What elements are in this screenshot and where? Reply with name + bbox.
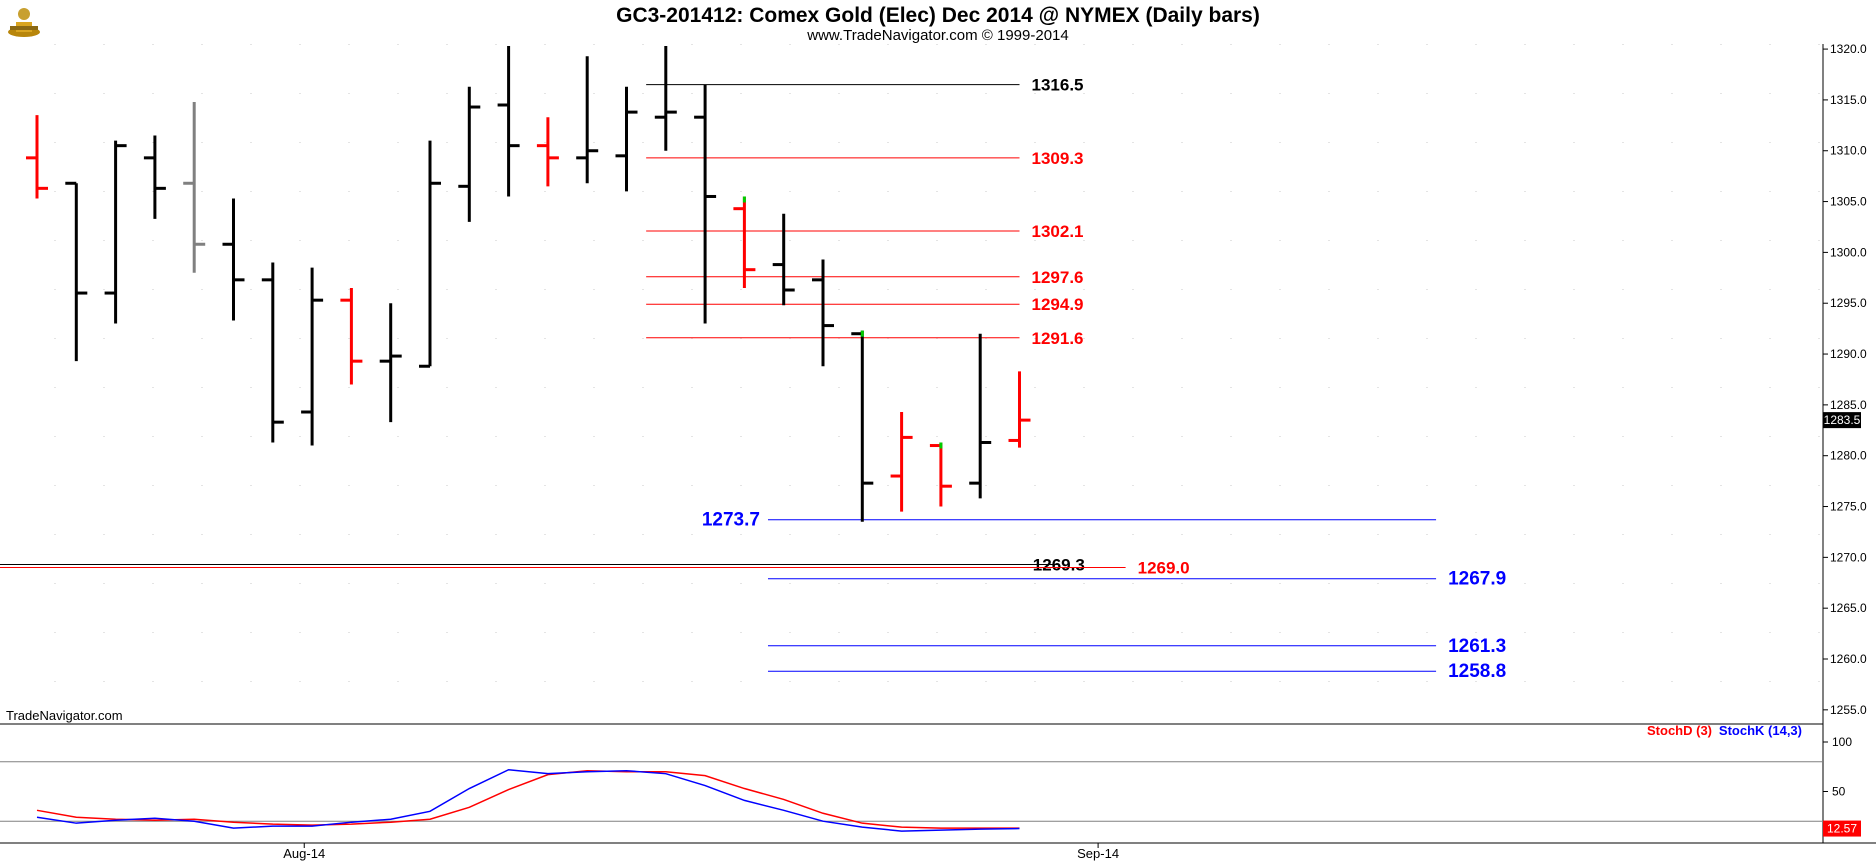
ohlc-bar xyxy=(458,86,481,222)
level-label: 1294.9 xyxy=(1032,295,1084,314)
level-label: 1297.6 xyxy=(1032,268,1084,287)
level-label: 1302.1 xyxy=(1032,222,1084,241)
ohlc-bar xyxy=(497,46,520,197)
ohlc-bar xyxy=(222,198,245,321)
chart-subtitle: www.TradeNavigator.com © 1999-2014 xyxy=(806,27,1068,44)
ohlc-bar xyxy=(143,135,166,219)
ohlc-bar xyxy=(969,333,992,499)
watermark: TradeNavigator.com xyxy=(6,708,123,723)
ohlc-bar xyxy=(772,213,795,306)
y-tick-label: 1260.0 xyxy=(1830,652,1867,666)
chart-title: GC3-201412: Comex Gold (Elec) Dec 2014 @… xyxy=(616,4,1260,27)
x-tick-label: Sep-14 xyxy=(1077,846,1119,861)
y-tick-label: 1290.0 xyxy=(1830,347,1867,361)
ohlc-bar xyxy=(379,303,402,423)
y-tick-label: 1270.0 xyxy=(1830,550,1867,564)
level-label: 1269.0 xyxy=(1138,559,1190,578)
ohlc-bar xyxy=(929,442,952,507)
stoch-last-tag: 12.57 xyxy=(1823,820,1861,837)
legend-stochd: StochD (3) xyxy=(1647,723,1712,738)
ohlc-bar xyxy=(812,259,834,367)
level-label: 1291.6 xyxy=(1032,329,1084,348)
ohlc-bar xyxy=(694,84,717,324)
last-price-label: 1283.5 xyxy=(1824,413,1861,427)
stoch-y-tick-label: 50 xyxy=(1832,785,1846,799)
ohlc-bar xyxy=(576,56,599,184)
ohlc-bar xyxy=(26,115,48,199)
ohlc-bar xyxy=(301,267,324,446)
y-tick-label: 1280.0 xyxy=(1830,449,1867,463)
ohlc-bar xyxy=(851,330,874,522)
ohlc-bar xyxy=(183,101,206,273)
y-tick-label: 1305.0 xyxy=(1830,195,1867,209)
last-price-tag: 1283.5 xyxy=(1823,412,1861,429)
ohlc-bar xyxy=(65,181,88,362)
ohlc-bar xyxy=(104,140,127,324)
y-tick-label: 1315.0 xyxy=(1830,93,1867,107)
y-tick-label: 1300.0 xyxy=(1830,245,1867,259)
ohlc-bar xyxy=(340,287,363,385)
ohlc-bar xyxy=(261,262,284,443)
ohlc-bar xyxy=(419,140,441,368)
x-axis-labels: Aug-14 Sep-14 xyxy=(283,843,1119,861)
level-label: 1267.9 xyxy=(1448,569,1506,590)
stoch-last-label: 12.57 xyxy=(1827,822,1857,836)
y-tick-label: 1255.0 xyxy=(1830,703,1867,717)
y-tick-label: 1320.0 xyxy=(1830,42,1867,56)
level-label: 1258.8 xyxy=(1448,661,1506,682)
trader-figure-logo-icon xyxy=(8,8,40,37)
ohlc-bar xyxy=(890,411,913,512)
y-tick-label: 1275.0 xyxy=(1830,500,1867,514)
stoch-series-line xyxy=(36,768,1020,832)
y-tick-label: 1310.0 xyxy=(1830,144,1867,158)
ohlc-bar xyxy=(536,117,559,187)
y-tick-label: 1265.0 xyxy=(1830,601,1867,615)
ohlc-bar xyxy=(615,86,638,192)
y-tick-label: 1295.0 xyxy=(1830,296,1867,310)
ohlc-bar xyxy=(733,196,756,288)
x-tick-label: Aug-14 xyxy=(283,846,325,861)
level-label: 1261.3 xyxy=(1448,636,1506,657)
level-label: 1316.5 xyxy=(1032,76,1084,95)
level-label: 1309.3 xyxy=(1032,149,1084,168)
ohlc-bar xyxy=(1008,371,1031,448)
ohlc-bar xyxy=(654,46,677,151)
legend-stochk: StochK (14,3) xyxy=(1719,723,1802,738)
level-label: 1269.3 xyxy=(1033,555,1085,574)
stoch-y-tick-label: 100 xyxy=(1832,735,1852,749)
level-label: 1273.7 xyxy=(702,510,760,531)
price-levels: 1316.5 1309.3 1302.1 1297.6 1294.9 1291.6 1273… xyxy=(0,76,1506,682)
stoch-series-line xyxy=(36,769,1020,829)
y-tick-label: 1285.0 xyxy=(1830,398,1867,412)
y-axis-ticks: 1255.0 1260.0 1265.0 1270.0 1275.0 1280.0 1285… xyxy=(1823,42,1867,799)
stochastic-pane xyxy=(0,761,1823,832)
price-bars xyxy=(26,46,1031,522)
